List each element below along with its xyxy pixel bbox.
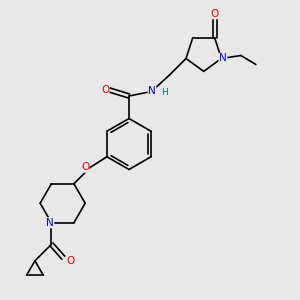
Text: O: O — [81, 162, 89, 172]
Text: N: N — [219, 53, 227, 64]
Text: O: O — [101, 85, 109, 95]
Text: N: N — [148, 86, 156, 97]
Text: H: H — [161, 88, 167, 97]
Text: N: N — [46, 218, 54, 228]
Text: O: O — [211, 9, 219, 19]
Text: O: O — [66, 256, 74, 266]
